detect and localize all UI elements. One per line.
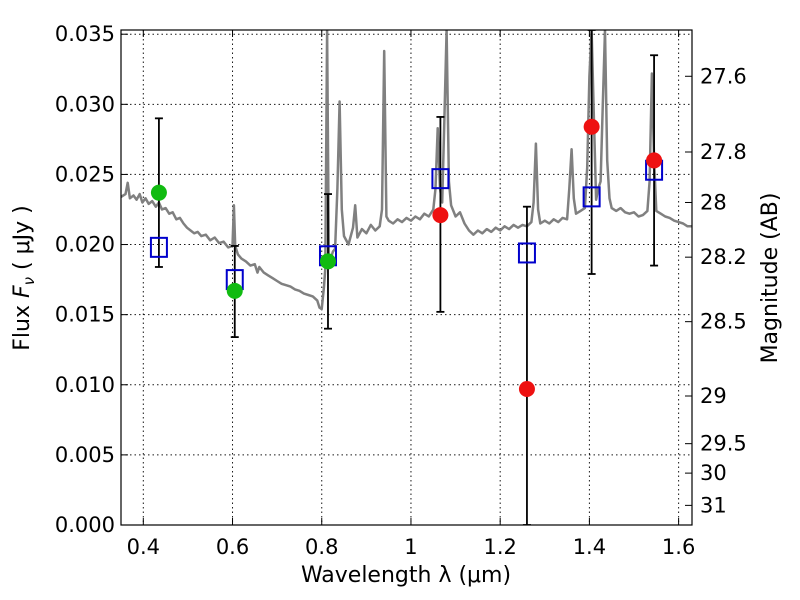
mag-tick-label: 29.5 [700, 432, 747, 456]
observed-point-green [319, 253, 336, 270]
observed-point-red [646, 152, 663, 169]
model-flux-square [582, 186, 601, 208]
y2-axis-title: Magnitude (AB) [758, 193, 783, 364]
observed-point-green [150, 184, 167, 201]
mag-tick-label: 30 [700, 461, 727, 485]
x-axis-title: Wavelength λ (μm) [301, 563, 511, 588]
y-axis-title-symbol: F [10, 285, 35, 298]
x-tick-label: 1.2 [483, 535, 516, 559]
x-tick-label: 1.6 [662, 535, 695, 559]
mag-tick-label: 28 [700, 190, 727, 214]
mag-tick-label: 27.6 [700, 64, 747, 88]
y-tick-label: 0.005 [55, 443, 115, 467]
y-tick-label: 0.030 [55, 92, 115, 116]
x-tick-label: 1.4 [573, 535, 606, 559]
model-flux-square [431, 168, 450, 190]
observed-point-green [226, 282, 243, 299]
y-tick-label: 0.010 [55, 373, 115, 397]
y-axis-title-prefix: Flux [10, 298, 35, 351]
mag-tick-label: 28.2 [700, 245, 747, 269]
mag-tick-label: 29 [700, 384, 727, 408]
observed-point-red [583, 118, 600, 135]
observed-point-red [518, 380, 535, 397]
y-tick-label: 0.020 [55, 233, 115, 257]
x-tick-label: 1 [404, 535, 417, 559]
y-axis-title: Flux Fν ( μJy ) [10, 205, 38, 350]
y-tick-label: 0.025 [55, 162, 115, 186]
y-tick-label: 0.000 [55, 513, 115, 537]
x-tick-label: 0.8 [305, 535, 338, 559]
mag-tick-label: 28.5 [700, 310, 747, 334]
data-layer [121, 30, 692, 525]
y-tick-label: 0.035 [55, 22, 115, 46]
x-tick-label: 0.6 [216, 535, 249, 559]
y-tick-label: 0.015 [55, 303, 115, 327]
x-tick-label: 0.4 [127, 535, 160, 559]
model-flux-square [149, 236, 168, 258]
mag-tick-label: 27.8 [700, 140, 747, 164]
mag-tick-label: 31 [700, 493, 727, 517]
y-axis-title-subscript: ν [20, 277, 38, 285]
observed-point-red [432, 207, 449, 224]
ticks: 0.4 0.6 0.8 1 1.2 1.4 1.6 0.000 0.005 0.010 0.015 0… [55, 22, 747, 559]
plot-frame [120, 29, 693, 526]
grid [121, 30, 692, 526]
model-sed-line [121, 30, 692, 311]
y-axis-title-unit: ( μJy ) [10, 205, 35, 277]
model-flux-square [517, 242, 536, 264]
